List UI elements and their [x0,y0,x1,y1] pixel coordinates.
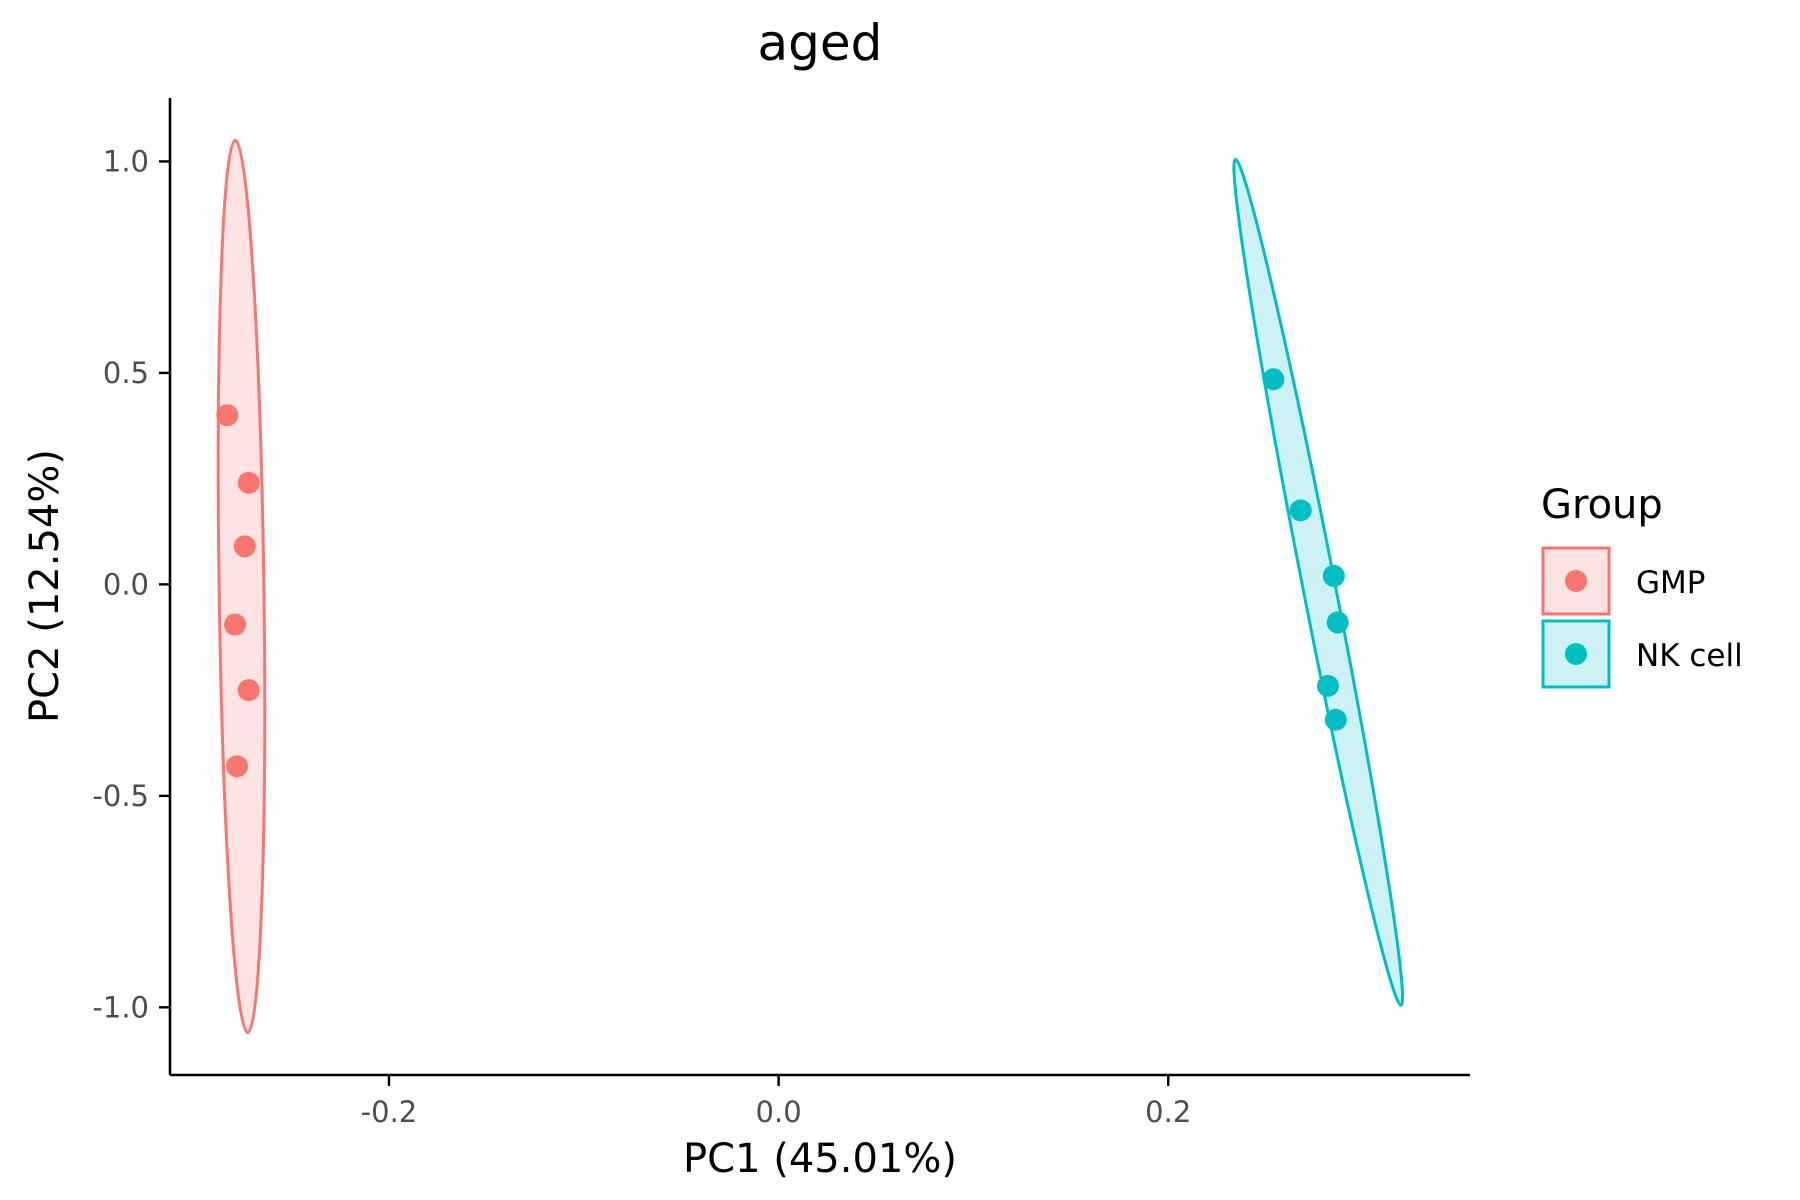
y-tick-label: 1.0 [103,144,149,178]
data-point-nk-cell [1289,499,1312,522]
y-tick-label: -1.0 [92,990,149,1024]
data-point-gmp [237,679,260,702]
x-axis-ticks: -0.2 0.0 0.2 [361,1075,1191,1129]
data-point-gmp [224,613,247,636]
data-points [216,368,1349,778]
legend-dot-nk-cell [1565,643,1587,665]
x-tick-label: -0.2 [361,1095,418,1129]
confidence-ellipse-gmp [216,138,267,1035]
y-tick-label: 0.0 [103,567,149,601]
data-point-nk-cell [1324,708,1347,731]
data-point-gmp [233,535,256,558]
confidence-ellipses [216,138,1405,1035]
x-tick-label: 0.0 [756,1095,802,1129]
data-point-nk-cell [1262,368,1285,391]
chart-title: aged [758,14,883,72]
legend-label-nk-cell: NK cell [1636,638,1743,674]
x-tick-label: 0.2 [1145,1095,1191,1129]
y-axis-ticks: 1.0 0.5 0.0 -0.5 -1.0 [92,144,170,1024]
legend-dot-gmp [1565,570,1587,592]
data-point-nk-cell [1322,564,1345,587]
plot-area [216,138,1405,1035]
legend-label-gmp: GMP [1636,565,1705,601]
data-point-nk-cell [1316,674,1339,697]
data-point-nk-cell [1326,611,1349,634]
y-axis-title: PC2 (12.54%) [22,449,68,723]
legend-title: Group [1541,482,1663,528]
legend-item-gmp: GMP [1541,546,1705,616]
data-point-gmp [216,404,239,427]
confidence-ellipse-nk-cell [1232,157,1405,1007]
x-axis-title: PC1 (45.01%) [683,1136,957,1182]
y-tick-label: -0.5 [92,779,149,813]
y-tick-label: 0.5 [103,356,149,390]
data-point-gmp [226,755,249,778]
legend-item-nk-cell: NK cell [1541,619,1743,689]
data-point-gmp [237,471,260,494]
legend: Group GMP NK cell [1541,482,1743,689]
